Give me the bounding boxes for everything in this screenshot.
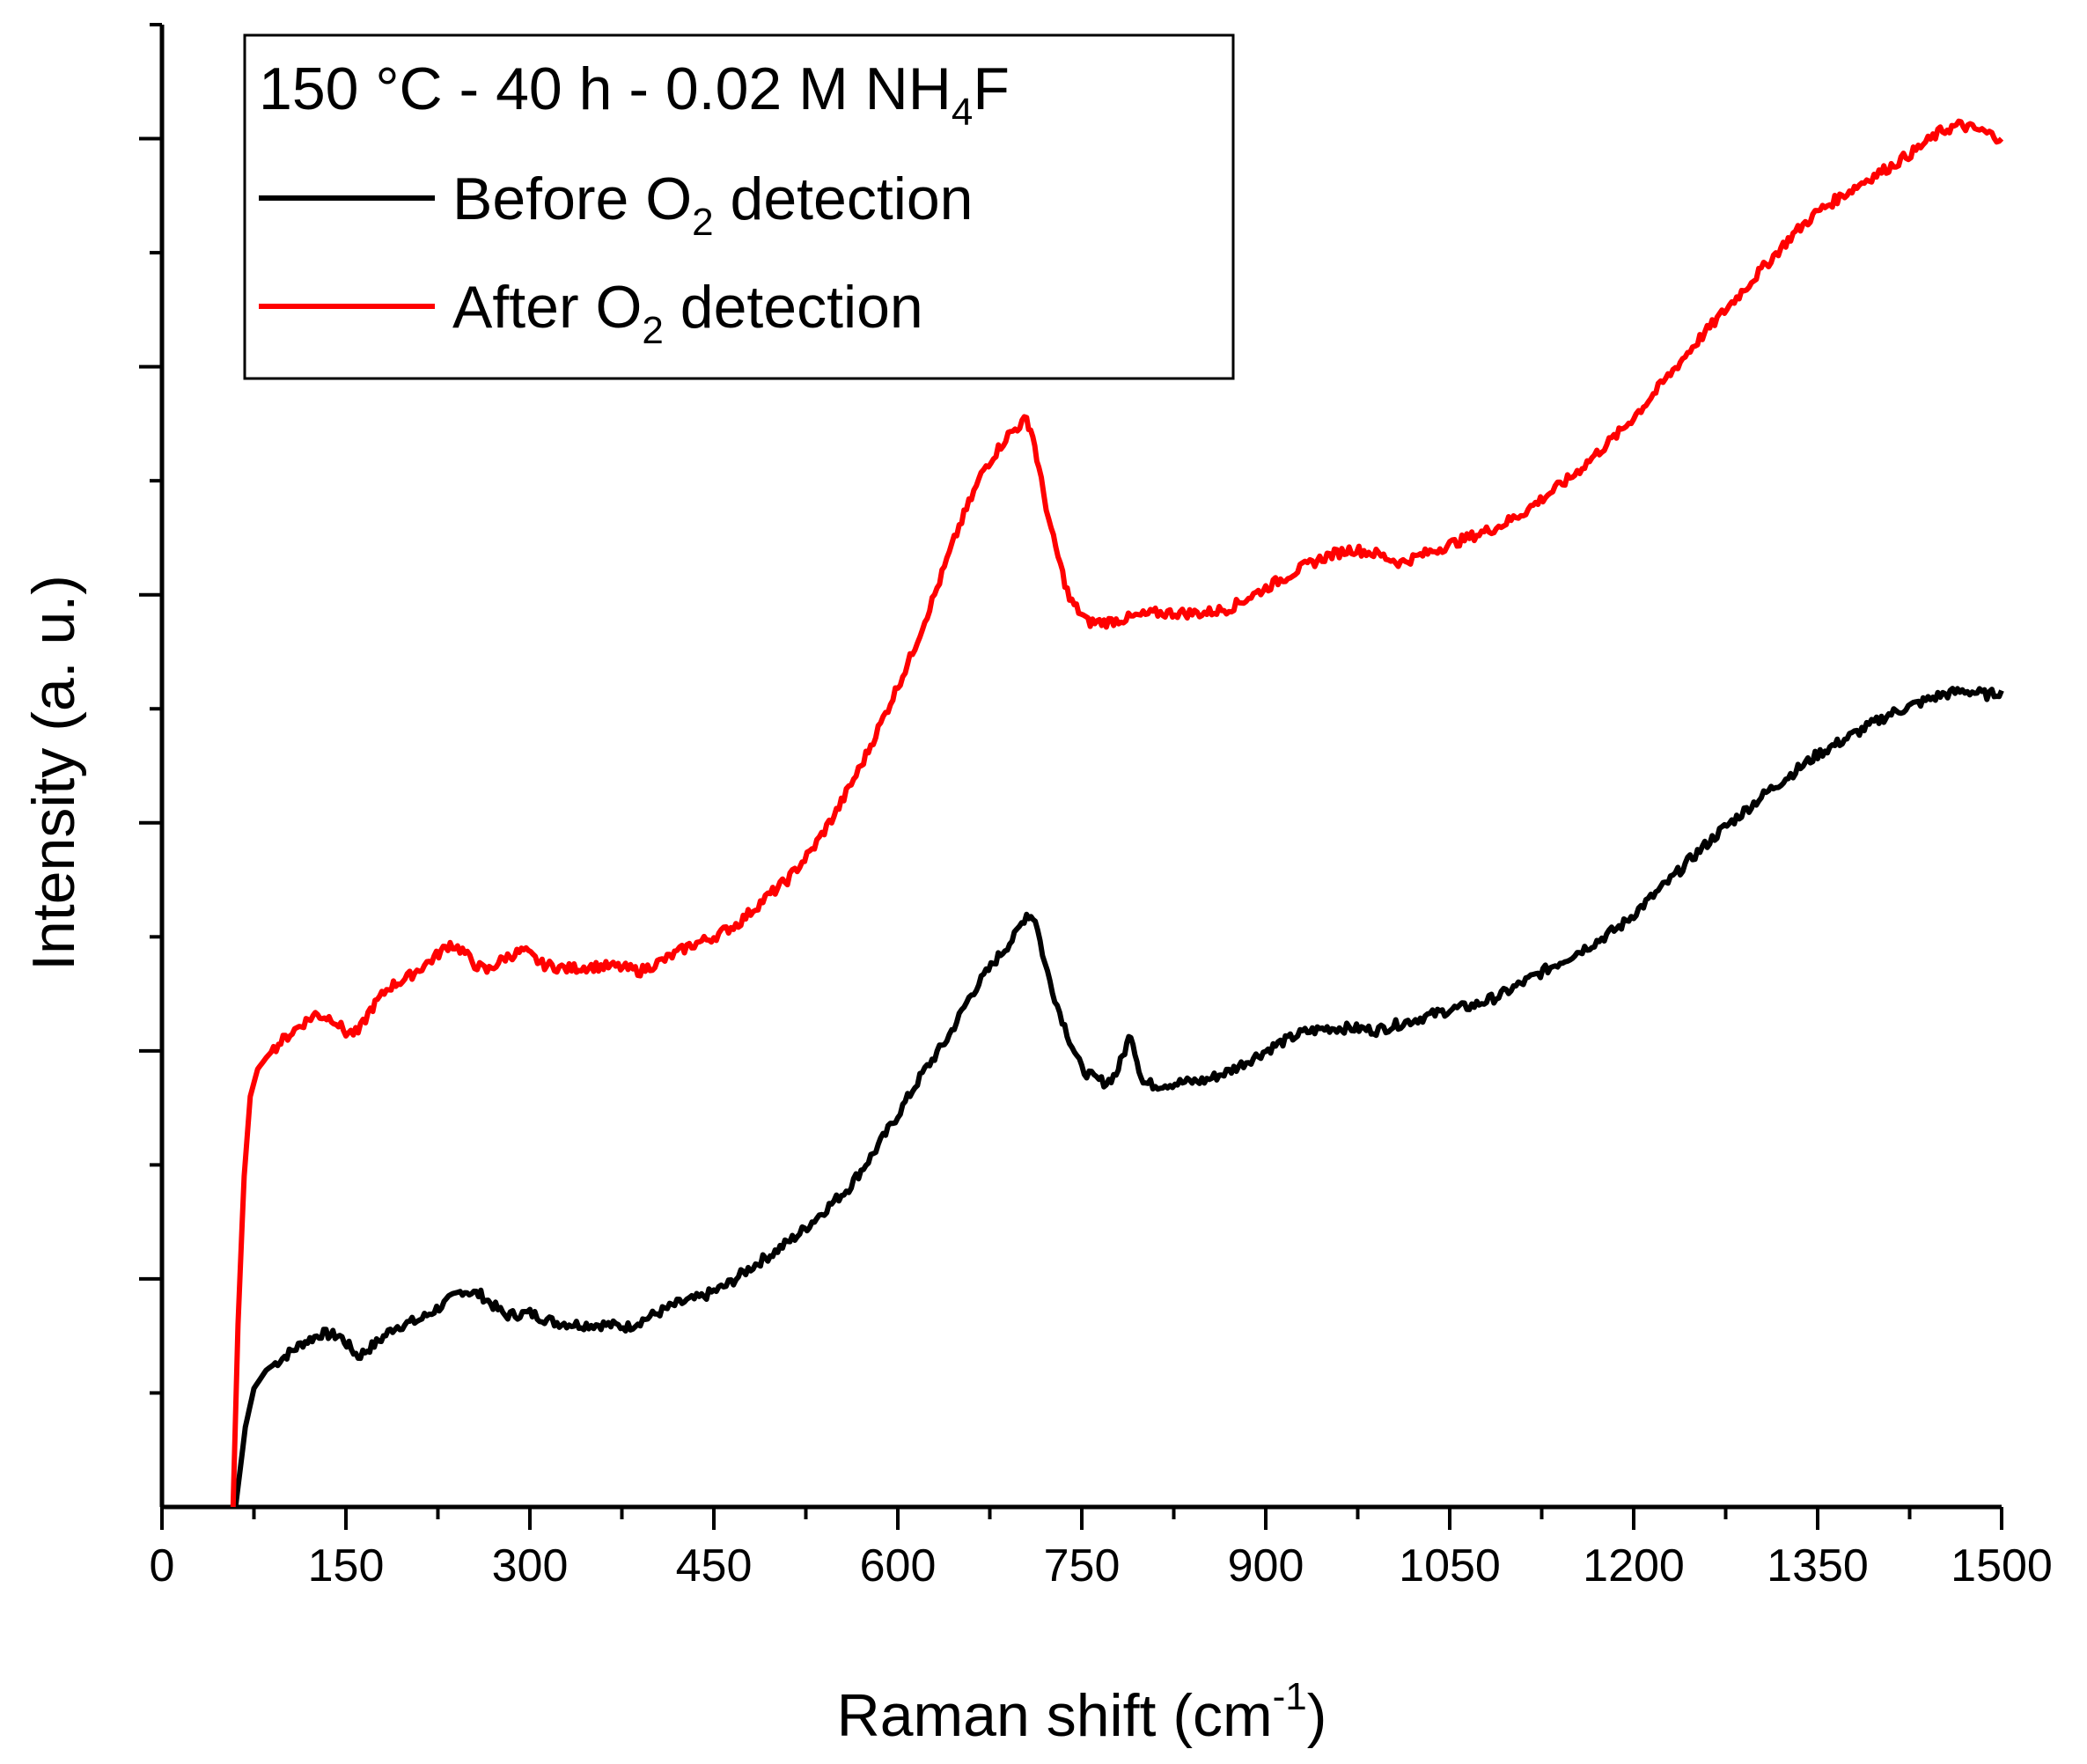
x-tick-label: 150 — [308, 1540, 385, 1591]
legend-title-end: F — [973, 55, 1010, 122]
x-axis-title: Raman shift (cm-1) — [837, 1675, 1327, 1749]
legend-label-before-subscript: 2 — [692, 201, 713, 244]
legend-label-before: Before O2 detection — [452, 165, 974, 244]
legend-label-after: After O2 detection — [452, 274, 923, 352]
x-tick-label: 0 — [150, 1540, 175, 1591]
x-tick-label: 1500 — [1951, 1540, 2053, 1591]
x-axis-title-superscript: -1 — [1273, 1675, 1307, 1718]
legend: 150 °C - 40 h - 0.02 M NH4F Before O2 de… — [243, 33, 1235, 380]
series-layer — [230, 118, 2004, 1508]
x-axis-title-close: ) — [1307, 1682, 1327, 1749]
x-tick-label: 750 — [1044, 1540, 1121, 1591]
legend-label-after-subscript: 2 — [642, 309, 663, 352]
legend-box — [243, 33, 1235, 380]
series-line-after — [230, 118, 2004, 1508]
y-axis-title: Intensity (a. u.) — [20, 575, 87, 971]
x-tick-label: 300 — [492, 1540, 569, 1591]
x-tick-label: 1350 — [1767, 1540, 1869, 1591]
x-tick-label: 1050 — [1399, 1540, 1501, 1591]
x-tick-label: 450 — [676, 1540, 753, 1591]
legend-label-before-end: detection — [714, 165, 974, 232]
x-tick-label: 600 — [860, 1540, 937, 1591]
x-tick-label: 1200 — [1583, 1540, 1685, 1591]
legend-label-after-end: detection — [664, 274, 923, 341]
series-line-before — [232, 686, 2004, 1508]
x-ticks — [160, 1507, 2003, 1530]
x-tick-label: 900 — [1228, 1540, 1304, 1591]
y-ticks — [139, 23, 162, 1395]
legend-title-subscript: 4 — [952, 91, 973, 134]
legend-title: 150 °C - 40 h - 0.02 M NH4F — [259, 55, 1010, 134]
x-tick-labels: 0 150 300 450 600 750 900 1050 1200 1350 1500 — [150, 1540, 2053, 1591]
